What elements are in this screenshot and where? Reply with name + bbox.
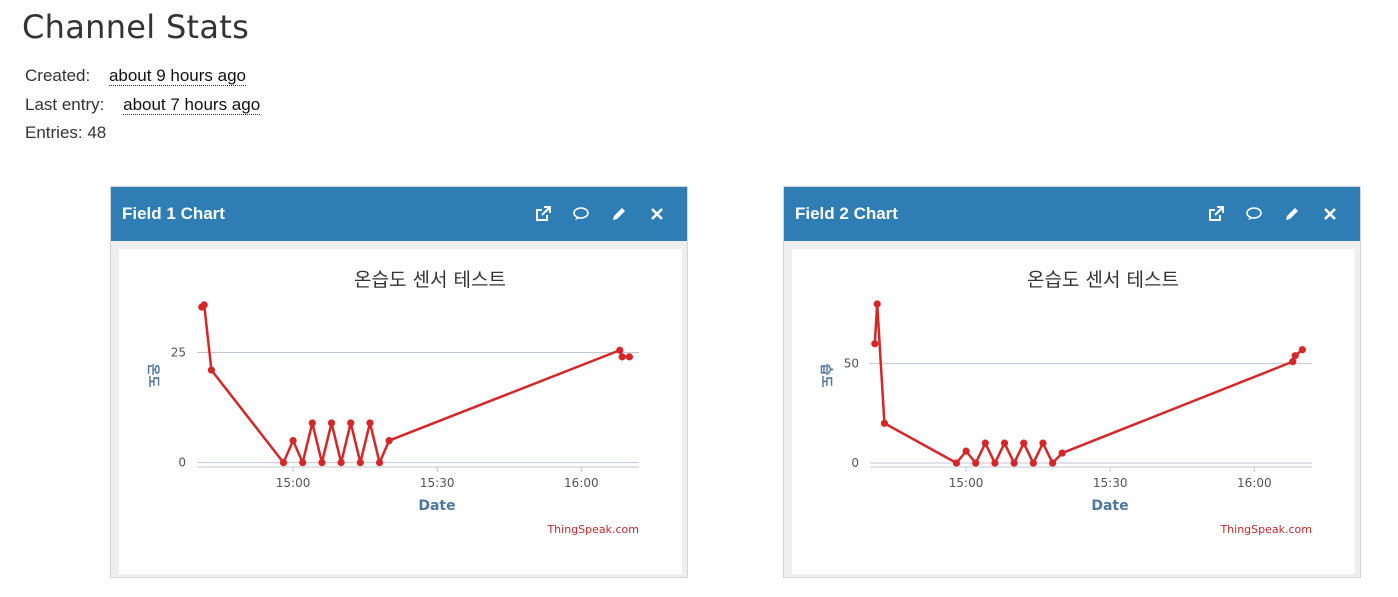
data-point (1010, 459, 1018, 467)
data-point (289, 436, 297, 445)
data-point (1020, 439, 1028, 447)
data-point (318, 458, 326, 467)
data-point (200, 301, 208, 309)
data-point (1298, 346, 1306, 354)
y-axis-title: 습도 (818, 364, 833, 388)
last-entry-row: Last entry: about 7 hours ago (25, 91, 261, 120)
field-1-chart-widget: Field 1 Chart 온습도 센서 테스트 0 25 15:00 15:30 16:… (110, 186, 688, 578)
chart-credit: ThingSpeak.com (546, 523, 639, 536)
data-point (972, 459, 980, 467)
pencil-icon[interactable] (609, 204, 629, 224)
data-point (327, 419, 336, 427)
chart-container: 온습도 센서 테스트 0 50 15:00 15:30 16:00 Date 습도 ThingS… (792, 249, 1355, 574)
external-link-icon[interactable] (1206, 204, 1226, 224)
chart-title: 온습도 센서 테스트 (354, 269, 506, 291)
x-tick-label: 16:00 (564, 476, 599, 490)
y-axis-title: 온도 (145, 364, 160, 388)
data-point (279, 458, 288, 467)
x-tick-label: 16:00 (1237, 476, 1272, 490)
data-point (952, 459, 961, 467)
x-axis-title: Date (418, 498, 455, 514)
data-point (385, 436, 393, 445)
series-line (873, 302, 1304, 465)
data-point (873, 300, 881, 308)
widget-header: Field 2 Chart (784, 187, 1360, 241)
chart-svg: 온습도 센서 테스트 0 25 15:00 15:30 16:00 Date 온도 ThingS… (145, 269, 639, 536)
data-point (1029, 459, 1037, 467)
chart-credit: ThingSpeak.com (1219, 523, 1312, 536)
page-title: Channel Stats (22, 8, 250, 46)
data-point (880, 419, 889, 427)
close-icon[interactable] (647, 204, 667, 224)
last-entry-timeago[interactable]: about 7 hours ago (123, 94, 261, 115)
last-entry-label: Last entry: (25, 94, 105, 114)
data-point (991, 459, 999, 467)
created-timeago[interactable]: about 9 hours ago (108, 66, 246, 86)
comment-icon[interactable] (571, 204, 591, 224)
x-tick-label: 15:00 (949, 476, 984, 490)
field-2-chart-widget: Field 2 Chart 온습도 센서 테스트 0 50 15:00 15:30 16:… (783, 186, 1361, 578)
comment-icon[interactable] (1244, 204, 1264, 224)
y-tick-label: 0 (851, 456, 859, 470)
channel-stats: Created: about 9 hours ago Last entry: a… (25, 62, 261, 148)
data-point (375, 458, 384, 467)
x-tick-label: 15:30 (420, 476, 455, 490)
data-point (962, 447, 970, 455)
data-point (356, 458, 364, 467)
x-tick-label: 15:30 (1093, 476, 1128, 490)
data-point (1291, 352, 1299, 360)
data-point (347, 419, 355, 427)
data-point (625, 353, 633, 361)
data-point (616, 346, 624, 354)
data-point (1000, 439, 1009, 447)
data-point (299, 458, 307, 467)
data-point (871, 340, 879, 348)
data-point (1039, 439, 1047, 447)
external-link-icon[interactable] (533, 204, 553, 224)
data-point (1289, 358, 1297, 366)
y-tick-label: 50 (844, 357, 859, 371)
close-icon[interactable] (1320, 204, 1340, 224)
data-point (207, 366, 216, 374)
series-line (200, 303, 630, 464)
widget-tools (1206, 204, 1340, 224)
widget-title: Field 2 Chart (795, 204, 898, 223)
x-axis-title: Date (1091, 498, 1128, 514)
y-tick-label: 25 (171, 345, 186, 359)
created-row: Created: about 9 hours ago (25, 62, 260, 91)
data-point (618, 353, 626, 361)
chart-container: 온습도 센서 테스트 0 25 15:00 15:30 16:00 Date 온도 ThingS… (119, 249, 682, 574)
data-point (337, 458, 345, 467)
widget-tools (533, 204, 667, 224)
pencil-icon[interactable] (1282, 204, 1302, 224)
data-point (1048, 459, 1057, 467)
data-point (308, 419, 316, 427)
entries-count: Entries: 48 (25, 123, 107, 142)
created-label: Created: (25, 66, 91, 85)
y-tick-label: 0 (178, 456, 186, 470)
widget-header: Field 1 Chart (111, 187, 687, 241)
widget-title: Field 1 Chart (122, 204, 225, 223)
data-point (1058, 449, 1066, 457)
chart-svg: 온습도 센서 테스트 0 50 15:00 15:30 16:00 Date 습도 ThingS… (818, 269, 1312, 536)
data-point (366, 419, 374, 427)
chart-title: 온습도 센서 테스트 (1027, 269, 1179, 291)
x-tick-label: 15:00 (276, 476, 311, 490)
data-point (981, 439, 989, 447)
